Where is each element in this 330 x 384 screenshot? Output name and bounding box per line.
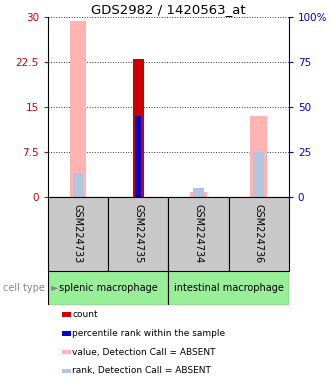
- Bar: [193, 188, 204, 197]
- Text: percentile rank within the sample: percentile rank within the sample: [72, 329, 225, 338]
- Bar: [168, 197, 228, 271]
- Text: splenic macrophage: splenic macrophage: [59, 283, 157, 293]
- Bar: [133, 59, 144, 197]
- Text: GSM224733: GSM224733: [73, 204, 83, 264]
- Bar: [48, 271, 168, 305]
- Title: GDS2982 / 1420563_at: GDS2982 / 1420563_at: [91, 3, 246, 16]
- Text: value, Detection Call = ABSENT: value, Detection Call = ABSENT: [72, 348, 216, 357]
- Bar: [62, 331, 71, 336]
- Text: GSM224735: GSM224735: [133, 204, 143, 264]
- Text: GSM224734: GSM224734: [193, 204, 203, 264]
- Text: intestinal macrophage: intestinal macrophage: [174, 283, 283, 293]
- Bar: [228, 197, 289, 271]
- Text: rank, Detection Call = ABSENT: rank, Detection Call = ABSENT: [72, 366, 211, 375]
- Text: cell type  ►: cell type ►: [3, 283, 59, 293]
- Bar: [253, 152, 264, 197]
- Bar: [250, 116, 267, 197]
- Bar: [48, 197, 108, 271]
- Bar: [73, 173, 83, 197]
- Bar: [168, 271, 289, 305]
- Bar: [62, 369, 71, 373]
- Text: GSM224736: GSM224736: [254, 204, 264, 264]
- Text: count: count: [72, 310, 98, 319]
- Bar: [108, 197, 168, 271]
- Bar: [70, 22, 86, 197]
- Bar: [135, 116, 141, 197]
- Bar: [62, 313, 71, 317]
- Bar: [62, 350, 71, 354]
- Bar: [190, 192, 207, 197]
